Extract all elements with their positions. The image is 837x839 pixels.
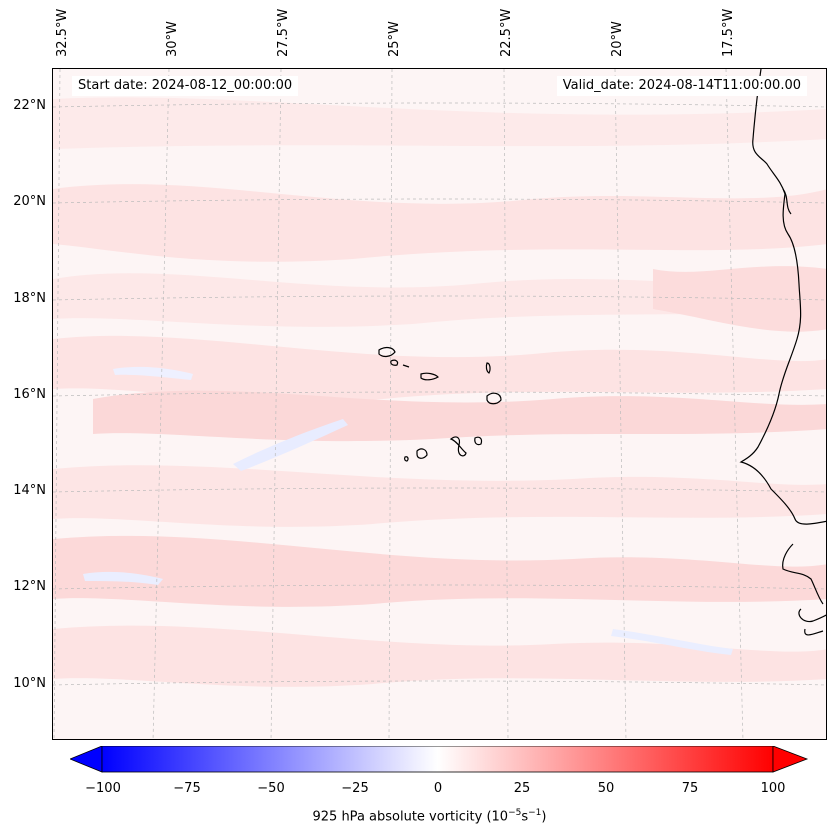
valid-date-label: Valid_date: 2024-08-14T11:00:00.00 [556, 76, 807, 96]
colorbar-min-arrow [70, 746, 103, 773]
lon-label-30w: 30°W [165, 21, 180, 57]
lon-label-17-5w: 17.5°W [721, 8, 736, 57]
lon-label-22-5w: 22.5°W [499, 8, 514, 57]
map-field [53, 69, 826, 739]
lon-label-32-5w: 32.5°W [55, 8, 70, 57]
lat-label-10n: 10°N [13, 676, 46, 691]
vorticity-map [52, 68, 827, 740]
lat-label-16n: 16°N [13, 387, 46, 402]
colorbar-body [101, 746, 774, 773]
lat-label-14n: 14°N [13, 483, 46, 498]
cb-tick-minus-75: −75 [173, 781, 201, 796]
vorticity-field [53, 97, 826, 687]
cb-tick-minus-25: −25 [341, 781, 369, 796]
colorbar-max-arrow [772, 746, 809, 773]
cb-tick-minus-100: −100 [85, 781, 121, 796]
cb-tick-100: 100 [760, 781, 786, 796]
start-date-label: Start date: 2024-08-12_00:00:00 [72, 76, 299, 96]
lon-label-27-5w: 27.5°W [276, 8, 291, 57]
graticule [53, 69, 826, 739]
lat-label-20n: 20°N [13, 194, 46, 209]
lat-label-12n: 12°N [13, 579, 46, 594]
coastline [739, 69, 826, 636]
lat-label-18n: 18°N [13, 291, 46, 306]
cb-tick-minus-50: −50 [257, 781, 285, 796]
cb-tick-75: 75 [681, 781, 699, 796]
colorbar [70, 746, 809, 773]
colorbar-label: 925 hPa absolute vorticity (10−5s−1) [312, 808, 547, 825]
lon-label-20w: 20°W [610, 21, 625, 57]
cape-verde-islands [378, 346, 502, 462]
lat-label-22n: 22°N [13, 98, 46, 113]
cb-tick-50: 50 [597, 781, 615, 796]
lon-label-25w: 25°W [387, 21, 402, 57]
cb-tick-0: 0 [433, 781, 443, 796]
cb-tick-25: 25 [513, 781, 531, 796]
